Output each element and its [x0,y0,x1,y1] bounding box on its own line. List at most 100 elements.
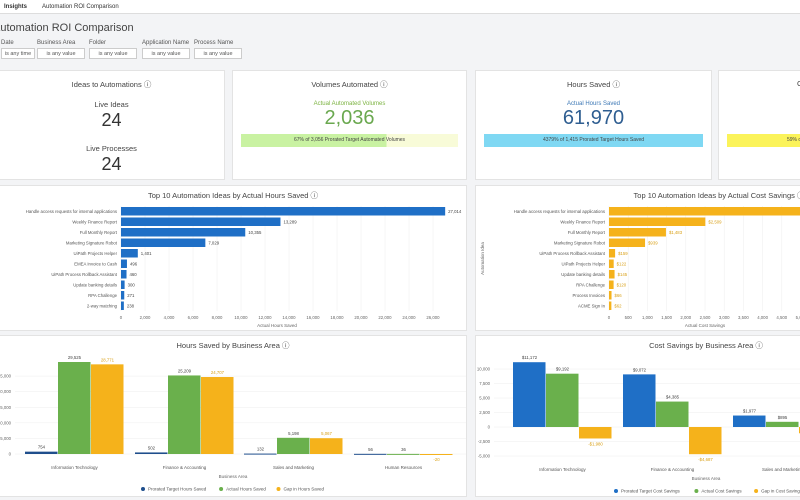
info-circle-icon[interactable]: ⓘ [612,80,620,89]
data-label: $9,072 [633,367,647,372]
data-label: -$1,980 [588,441,603,446]
bar [733,415,766,427]
actual-hours-value: 61,970 [562,107,625,129]
y-axis-title: Automation Idea [480,242,485,275]
x-tick-label: 6,000 [188,315,199,320]
x-tick-label: 2,000 [140,315,151,320]
x-tick-label: 2,500 [700,315,711,320]
bar [623,374,656,427]
bar [121,217,281,226]
data-label: $122 [617,261,627,266]
data-label: $895 [778,415,788,420]
legend-label: Actual Hours Saved [226,487,266,492]
x-tick-label: 1,500 [661,315,672,320]
bar [121,249,138,258]
filter-application-name: Application Name is any value [142,40,190,59]
category-label: Marketing Signature Robot [554,240,606,245]
bar [121,207,446,216]
data-label: 132 [257,447,265,452]
top-nav: Insights Automation ROI Comparison [0,0,800,14]
bar [609,217,706,226]
legend-label: Gap in Hours Saved [284,487,325,492]
bar [310,438,343,454]
filter-process-name-input[interactable]: is any value [194,48,242,59]
legend-marker [694,489,699,493]
data-label: $1,977 [743,409,757,414]
filter-date-input[interactable]: is any time [1,48,35,59]
data-label: 27,014 [448,209,462,214]
legend-marker [141,487,145,491]
card-title: Hours Saved [567,80,611,89]
info-circle-icon[interactable]: ⓘ [143,80,152,89]
data-label: $159 [618,251,628,256]
actual-hours-label: Actual Hours Saved [566,101,621,107]
data-label: -20 [433,457,440,462]
x-tick-label: 10,000 [234,315,248,320]
data-label: 10,355 [248,230,262,235]
x-tick-label: 0 [608,315,611,320]
bar [121,270,127,279]
volumes-progress-bar: 67% of 3,056 Prorated Target Automated V… [241,134,458,147]
info-circle-icon[interactable]: ⓘ [380,80,388,89]
filter-label: Folder [89,40,107,46]
chart-top10-cost: Top 10 Automation Ideas by Actual Cost S… [475,185,800,331]
x-tick-label: 4,000 [757,315,768,320]
card-title: Volumes Automated [311,80,379,89]
x-tick-label: 16,000 [306,315,320,320]
nav-insights-link[interactable]: Insights [4,4,28,10]
data-label: $2,509 [708,219,722,224]
data-label: 496 [130,261,138,266]
y-tick-label: 5,000 [0,436,11,441]
filter-application-name-input[interactable]: is any value [142,48,190,59]
bar [244,453,277,455]
category-label: Full Monthly Report [568,230,606,235]
category-label: Update banking details [561,272,605,277]
nav-current-dashboard[interactable]: Automation ROI Comparison [42,4,119,10]
filter-business-area-input[interactable]: is any value [37,48,85,59]
data-label: $62 [614,303,622,308]
bar [58,362,91,454]
x-tick-label: 5,000 [796,315,800,320]
chart-cost-by-area: Cost Savings by Business Area ⓘ -5,000 -2,… [475,335,800,497]
data-label: 238 [127,303,135,308]
y-tick-label: -5,000 [478,454,491,459]
data-label: 502 [148,445,156,450]
x-tick-label: 20,000 [354,315,368,320]
bar [387,453,420,455]
bar [579,427,612,439]
data-label: $145 [618,272,628,277]
bar [354,453,387,455]
page-title: Automation ROI Comparison [0,22,134,34]
category-label: UiPath Projects Helper [562,261,606,266]
data-label: $120 [617,282,627,287]
y-tick-label: 0 [488,425,491,430]
y-tick-label: 2,500 [479,410,490,415]
cost-progress-bar: 59% of [727,134,800,147]
category-label: RPA Challenge [88,293,117,298]
data-label: $1,483 [669,230,683,235]
filter-folder-input[interactable]: is any value [89,48,137,59]
category-label: UiPath Process Rollback Assistant [539,251,605,256]
category-label: Weekly Finance Report [560,219,605,224]
data-label: -$4,687 [698,457,713,462]
category-label: Information Technology [51,465,98,470]
x-tick-label: 3,500 [738,315,749,320]
card-title: Ideas to Automations [71,80,142,89]
live-processes-label: Live Processes [86,144,137,153]
x-tick-label: 4,000 [164,315,175,320]
y-tick-label: 10,000 [0,420,12,425]
bar [121,238,206,247]
category-label: UiPath Projects Helper [74,251,118,256]
top10-cost-chart: Top 10 Automation Ideas by Actual Cost S… [480,191,800,328]
x-tick-label: 24,000 [402,315,416,320]
bar [121,228,246,237]
y-tick-label: 25,000 [0,374,12,379]
data-label: 13,289 [283,219,297,224]
x-axis-title: Actual Hours Saved [257,323,297,328]
data-label: 5,067 [321,431,332,436]
y-tick-label: 20,000 [0,389,12,394]
hours-by-area-chart: Hours Saved by Business Area ⓘ 0 5,000 10,0… [0,341,466,492]
bar [277,437,310,454]
category-label: Handle access requests for internal appl… [514,209,605,214]
category-label: Process Invoices [573,293,605,298]
